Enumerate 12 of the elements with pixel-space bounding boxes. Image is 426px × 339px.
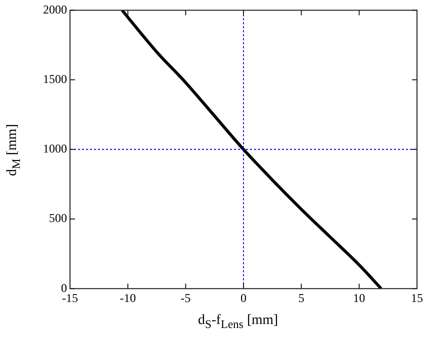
- x-axis-title: d$_{S}$-f$_{Lens}$ [mm]: [196, 313, 280, 331]
- x-tick-label: 5: [298, 290, 304, 305]
- x-tick-label: 15: [411, 290, 423, 305]
- x-tick-label: -5: [180, 290, 191, 305]
- y-tick-label: 1000: [43, 142, 67, 156]
- x-tick-label: 10: [353, 290, 366, 305]
- line-series: [120, 10, 383, 289]
- y-tick-label: 500: [49, 211, 67, 226]
- y-tick-label: 2000: [43, 2, 67, 16]
- x-tick-label: 0: [240, 290, 246, 305]
- y-tick-label: 1500: [43, 72, 67, 86]
- x-tick-label: -10: [120, 290, 136, 305]
